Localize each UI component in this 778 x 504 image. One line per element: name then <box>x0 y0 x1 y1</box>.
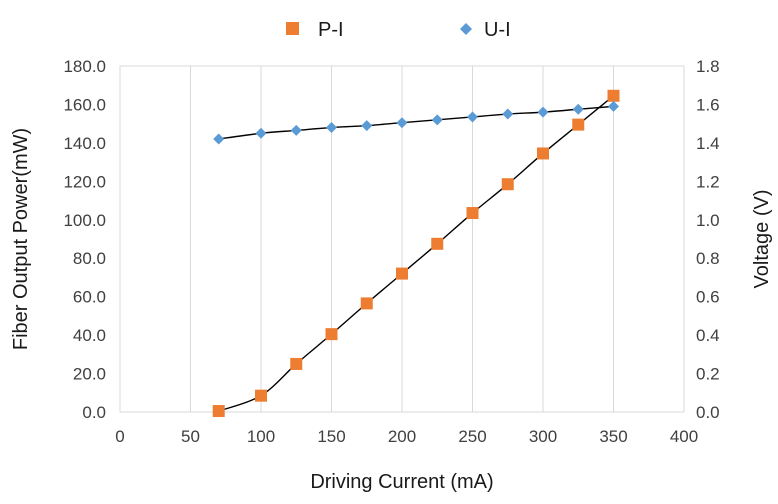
x-axis-title: Driving Current (mA) <box>310 471 493 493</box>
y-axis-title: Fiber Output Power(mW) <box>10 128 32 350</box>
point-u-i <box>290 124 302 136</box>
tick-labels: 0 50 100 150 200 250 300 350 400 0.0 20.0 40.0 60.0 8… <box>63 57 719 446</box>
trendline-p-i <box>218 95 614 412</box>
y-tick-label: 0.0 <box>82 403 106 422</box>
x-tick-label: 300 <box>529 427 557 446</box>
point-u-i <box>326 122 337 134</box>
point-u-i <box>431 114 443 126</box>
y2-tick-label: 0.0 <box>696 403 720 422</box>
point-p-i <box>501 178 514 191</box>
legend-marker-p-i <box>286 22 299 35</box>
point-u-i <box>502 108 514 120</box>
y2-tick-label: 1.2 <box>696 172 720 191</box>
x-tick-label: 400 <box>670 427 698 446</box>
y-tick-label: 160.0 <box>63 95 106 114</box>
trendlines <box>218 95 614 412</box>
point-u-i <box>467 111 478 123</box>
x-tick-label: 150 <box>317 427 345 446</box>
point-p-i <box>431 237 444 250</box>
y2-tick-label: 1.0 <box>696 211 720 230</box>
point-p-i <box>396 267 408 280</box>
legend: P-I U-I <box>286 19 511 41</box>
y-tick-label: 180.0 <box>63 57 106 76</box>
y2-tick-label: 0.6 <box>696 288 720 307</box>
y-tick-label: 60.0 <box>73 288 106 307</box>
y2-tick-label: 1.4 <box>696 134 720 153</box>
point-u-i <box>572 103 584 115</box>
point-p-i <box>325 328 338 341</box>
point-u-i <box>255 127 267 139</box>
point-u-i <box>608 100 619 112</box>
point-u-i <box>213 133 225 145</box>
y-tick-label: 140.0 <box>63 134 106 153</box>
grid-lines <box>119 65 685 413</box>
y2-tick-label: 1.8 <box>696 57 720 76</box>
y-tick-label: 80.0 <box>73 249 106 268</box>
point-p-i <box>572 118 585 131</box>
point-p-i <box>607 89 620 102</box>
y-tick-label: 40.0 <box>73 326 106 345</box>
y-tick-label: 100.0 <box>63 211 106 230</box>
x-tick-label: 0 <box>115 427 124 446</box>
plot-frame <box>119 65 685 413</box>
x-tick-label: 350 <box>599 427 627 446</box>
y2-tick-label: 0.8 <box>696 249 720 268</box>
legend-marker-u-i <box>460 23 472 35</box>
x-tick-label: 100 <box>247 427 275 446</box>
point-p-i <box>212 405 225 418</box>
point-p-i <box>537 147 549 160</box>
point-p-i <box>466 207 479 220</box>
point-p-i <box>360 297 373 310</box>
y2-tick-label: 1.6 <box>696 95 720 114</box>
legend-label-p-i: P-I <box>318 19 344 41</box>
trendline-u-i <box>218 105 614 140</box>
y-tick-label: 20.0 <box>73 365 106 384</box>
legend-label-u-i: U-I <box>484 19 511 41</box>
point-p-i <box>255 389 267 402</box>
point-u-i <box>537 106 549 118</box>
y2-tick-label: 0.2 <box>696 365 720 384</box>
point-u-i <box>396 117 408 129</box>
point-u-i <box>361 120 373 132</box>
x-tick-label: 250 <box>458 427 486 446</box>
y2-axis-title: Voltage (V) <box>751 190 773 289</box>
y2-tick-label: 0.4 <box>696 326 720 345</box>
y-tick-label: 120.0 <box>63 172 106 191</box>
x-tick-label: 50 <box>181 427 200 446</box>
point-p-i <box>290 357 303 370</box>
x-tick-label: 200 <box>388 427 416 446</box>
data-points <box>212 89 620 418</box>
